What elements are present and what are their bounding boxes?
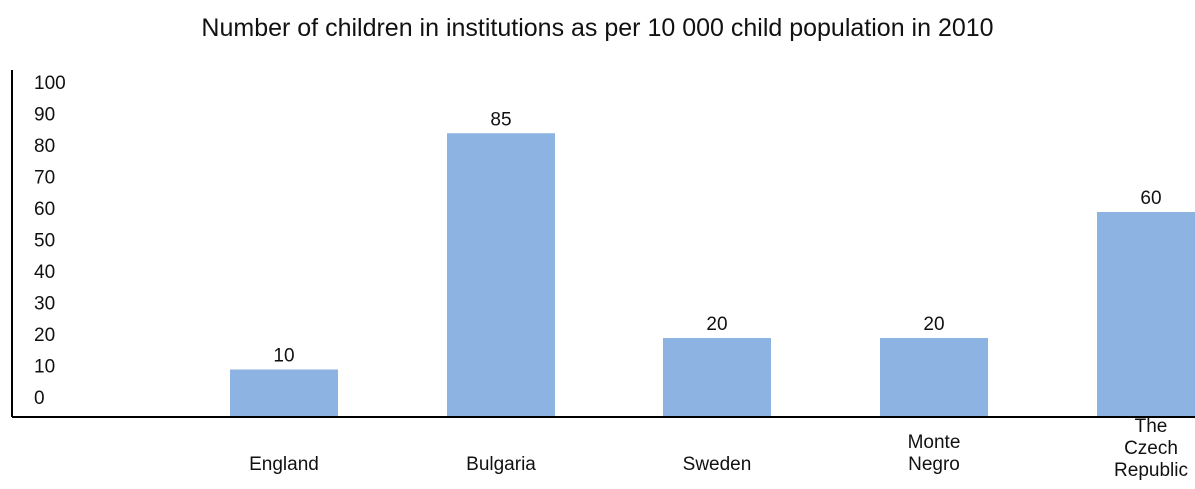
y-tick-label: 100	[34, 73, 66, 94]
y-tick-label: 40	[34, 262, 55, 283]
category-label: Sweden	[683, 454, 752, 475]
category-label-line: Sweden	[683, 454, 752, 475]
category-label-line: Monte	[908, 432, 961, 453]
category-label-line: The	[1135, 416, 1168, 437]
category-label: England	[249, 454, 319, 475]
y-tick-label: 50	[34, 231, 55, 252]
y-tick-label: 80	[34, 136, 55, 157]
category-label-line: Bulgaria	[466, 454, 536, 475]
data-label: 60	[1140, 188, 1161, 209]
y-tick-label: 20	[34, 325, 55, 346]
data-label: 10	[273, 346, 294, 367]
category-label-line: Czech	[1124, 438, 1178, 459]
category-label-line: Negro	[908, 454, 960, 475]
y-tick-label: 0	[34, 388, 45, 409]
bar-england	[230, 369, 338, 417]
y-tick-label: 90	[34, 105, 55, 126]
y-tick-label: 60	[34, 199, 55, 220]
y-tick-label: 10	[34, 357, 55, 378]
chart-title: Number of children in institutions as pe…	[201, 14, 994, 42]
y-tick-label: 30	[34, 294, 55, 315]
category-label: Monte Negro	[908, 432, 961, 475]
category-label-line: Republic	[1114, 460, 1188, 481]
data-label: 85	[490, 109, 511, 130]
category-label-line: England	[249, 454, 319, 475]
y-tick-label: 70	[34, 168, 55, 189]
bar-bulgaria	[447, 133, 555, 417]
data-label: 20	[706, 314, 727, 335]
bar-the-czech-republic	[1097, 212, 1195, 417]
category-label: The Czech Republic	[1114, 416, 1188, 481]
category-label: Bulgaria	[466, 454, 536, 475]
bar-monte-negro	[880, 338, 988, 417]
bar-sweden	[663, 338, 771, 417]
data-label: 20	[923, 314, 944, 335]
